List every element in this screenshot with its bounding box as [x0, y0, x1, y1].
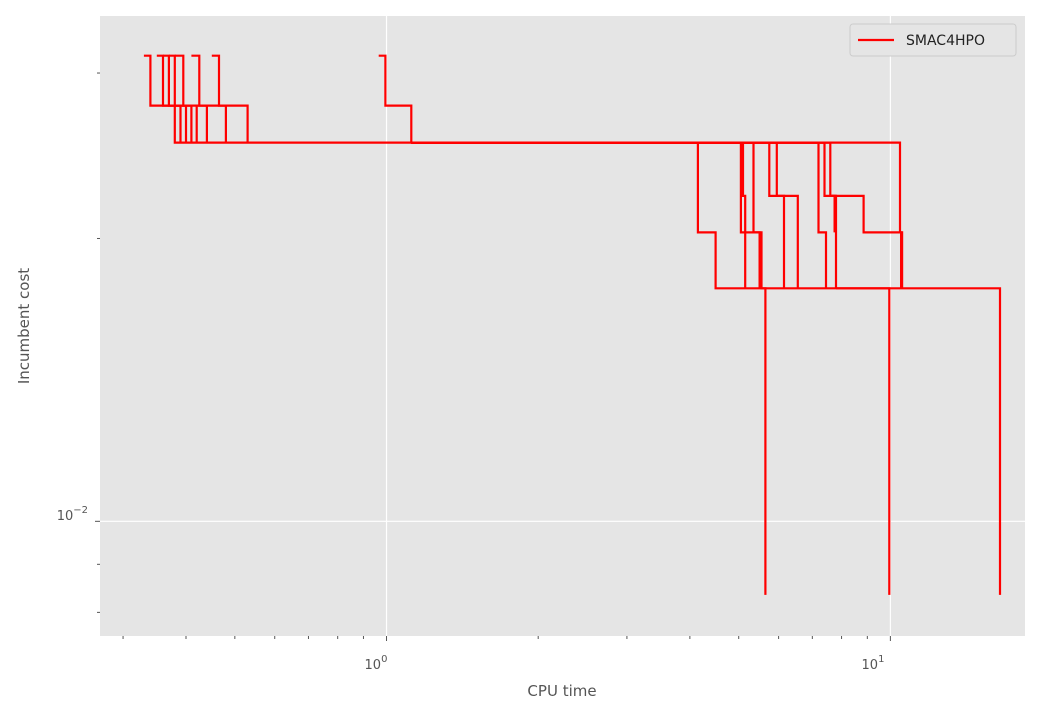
series-run-3 — [163, 54, 188, 143]
series-lines — [143, 54, 1002, 595]
series-run-2 — [156, 54, 182, 143]
series-run-8 — [196, 104, 249, 143]
legend: SMAC4HPO — [849, 23, 1017, 57]
series-run-4 — [168, 54, 193, 143]
legend-label: SMAC4HPO — [906, 33, 985, 49]
series-run-21 — [411, 141, 903, 289]
x-axis-label: CPU time — [527, 682, 596, 700]
series-run-19 — [831, 194, 836, 233]
x-tick-label-1: 100 — [365, 654, 388, 673]
series-run-9 — [378, 54, 413, 143]
legend-box — [849, 23, 1017, 57]
axis-ticks — [95, 72, 891, 641]
series-run-5 — [174, 54, 198, 143]
x-tick-label-10: 101 — [862, 654, 885, 673]
y-tick-label-0.01: 10−2 — [57, 505, 88, 524]
plot-background — [100, 16, 1025, 636]
series-run-20 — [836, 287, 891, 595]
y-axis-label: Incumbent cost — [15, 268, 33, 384]
